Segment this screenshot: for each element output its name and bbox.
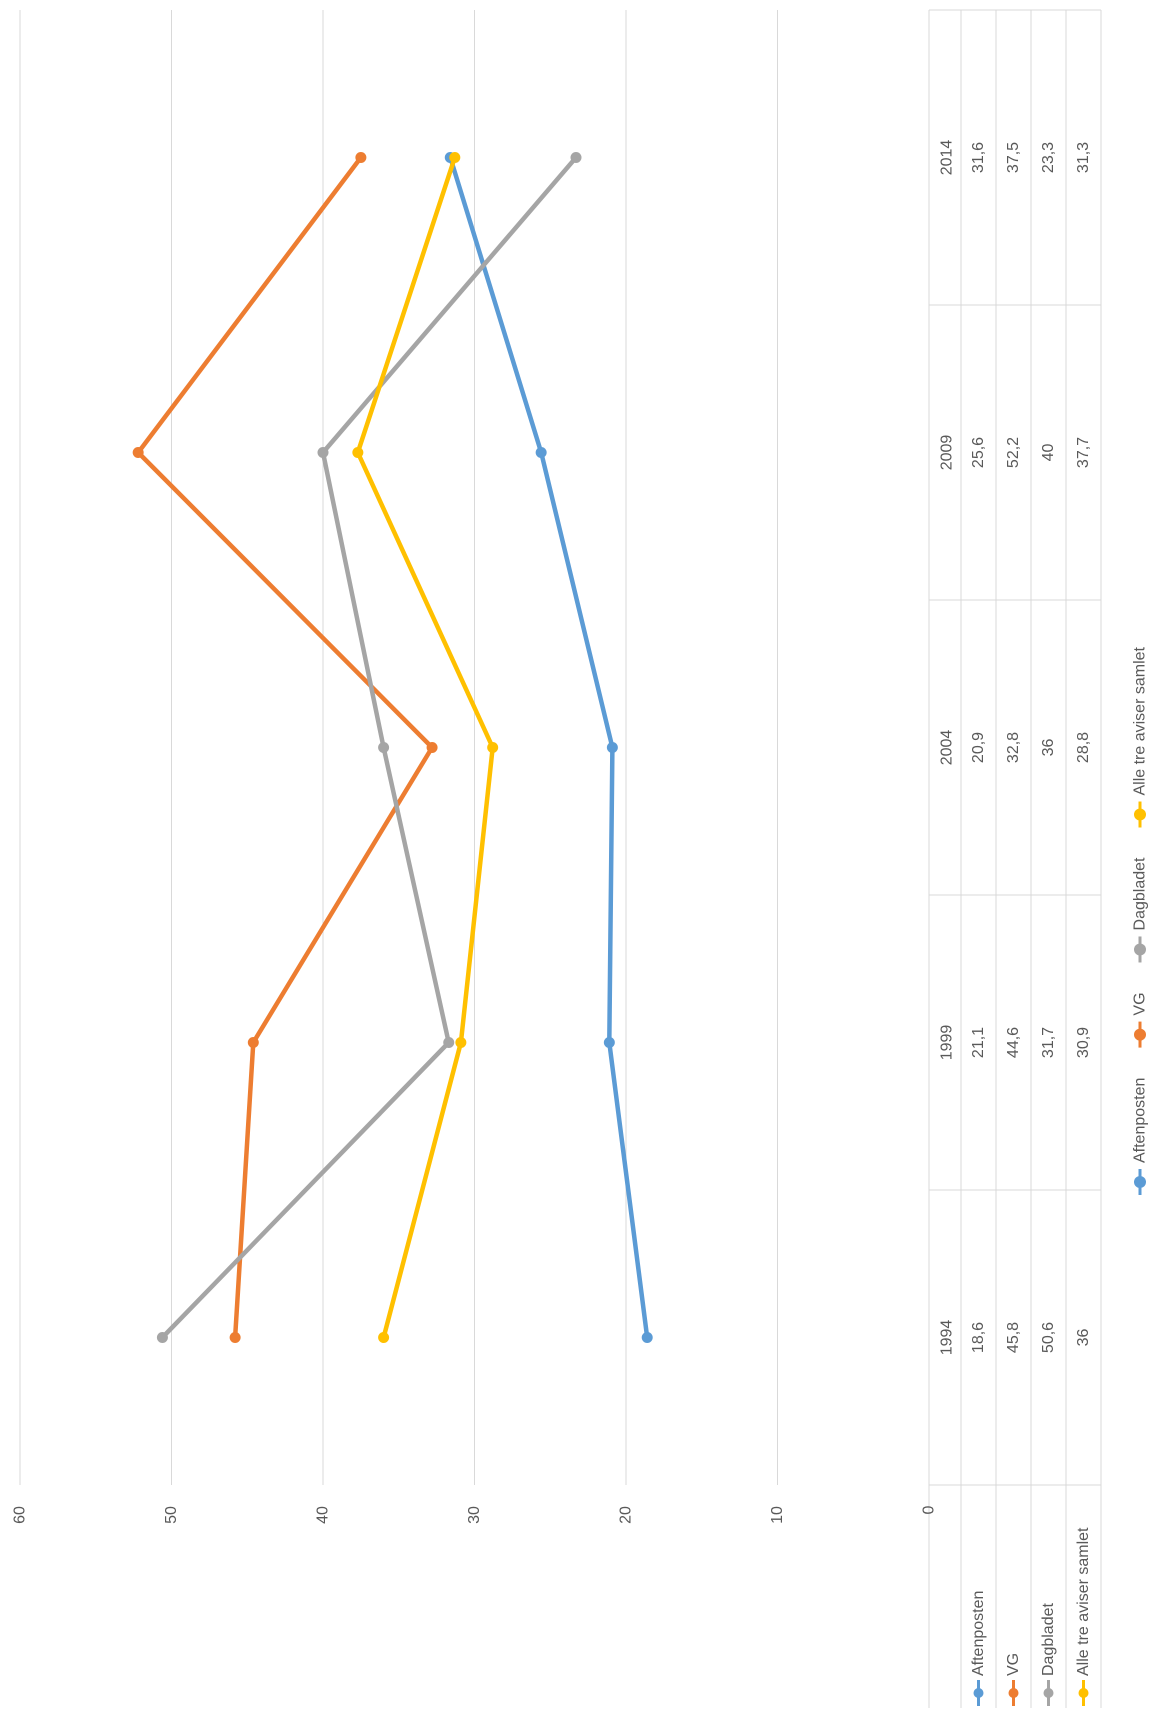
- data-label-vg-1994: 45,8: [1005, 1322, 1022, 1353]
- point-aftenposten-2009: [535, 447, 547, 458]
- table-key-marker: [1078, 1688, 1089, 1698]
- y-tick-label-50: 50: [163, 1506, 180, 1524]
- point-alle-tre-aviser-samlet-2009: [352, 447, 364, 458]
- x-tick-label-2009: 2009: [939, 435, 956, 471]
- table-row-header-vg: VG: [1005, 1653, 1022, 1676]
- y-tick-label-10: 10: [769, 1506, 786, 1524]
- data-label-alle-tre-aviser-samlet-2004: 28,8: [1075, 732, 1092, 763]
- data-table: 1994 18,6 45,8 50,6 36 1999 21,1 44,6 31,7 30,9 20…: [928, 9, 1102, 1708]
- x-tick-label-1994: 1994: [939, 1320, 956, 1356]
- legend-label-alle-tre-aviser-samlet: Alle tre aviser samlet: [1132, 646, 1149, 795]
- legend: Aftenposten VG Dagbladet Alle tre aviser sa…: [1132, 646, 1149, 1195]
- data-label-vg-1999: 44,6: [1005, 1027, 1022, 1058]
- series-line-dagbladet: [160, 155, 579, 1340]
- point-alle-tre-aviser-samlet-1994: [378, 1332, 390, 1343]
- data-label-dagbladet-1999: 31,7: [1040, 1027, 1057, 1058]
- gridlines: [19, 10, 778, 1485]
- data-label-vg-2004: 32,8: [1005, 732, 1022, 763]
- data-label-vg-2014: 37,5: [1005, 142, 1022, 173]
- data-label-aftenposten-1994: 18,6: [970, 1322, 987, 1353]
- legend-label-dagbladet: Dagbladet: [1132, 857, 1149, 931]
- table-row-header-dagbladet: Dagbladet: [1040, 1603, 1057, 1677]
- data-label-alle-tre-aviser-samlet-2009: 37,7: [1075, 437, 1092, 468]
- y-tick-label-20: 20: [618, 1506, 635, 1524]
- point-aftenposten-1999: [603, 1037, 615, 1048]
- data-label-alle-tre-aviser-samlet-1999: 30,9: [1075, 1027, 1092, 1058]
- y-tick-label-40: 40: [315, 1506, 332, 1524]
- data-label-vg-2009: 52,2: [1005, 437, 1022, 468]
- point-alle-tre-aviser-samlet-2014: [449, 152, 461, 163]
- legend-marker-aftenposten: [1134, 1176, 1146, 1188]
- legend-label-aftenposten: Aftenposten: [1132, 1078, 1149, 1163]
- point-aftenposten-1994: [641, 1332, 653, 1343]
- point-aftenposten-2004: [606, 742, 618, 753]
- point-vg-2009: [132, 447, 144, 458]
- point-vg-2014: [355, 152, 367, 163]
- point-dagbladet-1999: [443, 1037, 455, 1048]
- data-label-alle-tre-aviser-samlet-2014: 31,3: [1075, 142, 1092, 173]
- data-label-alle-tre-aviser-samlet-1994: 36: [1075, 1329, 1092, 1347]
- y-tick-label-30: 30: [466, 1506, 483, 1524]
- point-dagbladet-2009: [317, 447, 329, 458]
- point-alle-tre-aviser-samlet-1999: [455, 1037, 467, 1048]
- data-label-aftenposten-2014: 31,6: [970, 142, 987, 173]
- table-row-header-alle-tre-aviser-samlet: Alle tre aviser samlet: [1075, 1527, 1092, 1676]
- point-dagbladet-2014: [570, 152, 582, 163]
- data-label-dagbladet-1994: 50,6: [1040, 1322, 1057, 1353]
- data-label-dagbladet-2004: 36: [1040, 739, 1057, 757]
- point-vg-1999: [247, 1037, 259, 1048]
- data-label-aftenposten-2004: 20,9: [970, 732, 987, 763]
- plot-area: [132, 152, 653, 1343]
- data-label-aftenposten-2009: 25,6: [970, 437, 987, 468]
- legend-marker-vg: [1134, 1028, 1146, 1041]
- table-row-header-aftenposten: Aftenposten: [970, 1591, 987, 1676]
- table-key-marker: [973, 1688, 984, 1698]
- legend-marker-alle-tre-aviser-samlet: [1134, 808, 1146, 821]
- point-alle-tre-aviser-samlet-2004: [487, 742, 499, 753]
- legend-label-vg: VG: [1132, 992, 1149, 1015]
- table-key-marker: [1043, 1688, 1054, 1698]
- x-tick-label-2014: 2014: [939, 140, 956, 176]
- point-vg-2004: [426, 742, 438, 753]
- y-axis: 0 10 20 30 40 50 60: [12, 1505, 938, 1523]
- data-label-dagbladet-2009: 40: [1040, 444, 1057, 462]
- y-tick-label-60: 60: [12, 1506, 29, 1524]
- legend-marker-dagbladet: [1134, 943, 1146, 956]
- point-vg-1994: [229, 1332, 241, 1343]
- y-tick-label-0: 0: [921, 1505, 938, 1514]
- x-tick-label-1999: 1999: [939, 1025, 956, 1061]
- table-key-marker: [1008, 1688, 1019, 1698]
- x-tick-label-2004: 2004: [939, 730, 956, 766]
- point-dagbladet-1994: [156, 1332, 168, 1343]
- point-dagbladet-2004: [378, 742, 390, 753]
- data-label-aftenposten-1999: 21,1: [970, 1027, 987, 1058]
- data-label-dagbladet-2014: 23,3: [1040, 142, 1057, 173]
